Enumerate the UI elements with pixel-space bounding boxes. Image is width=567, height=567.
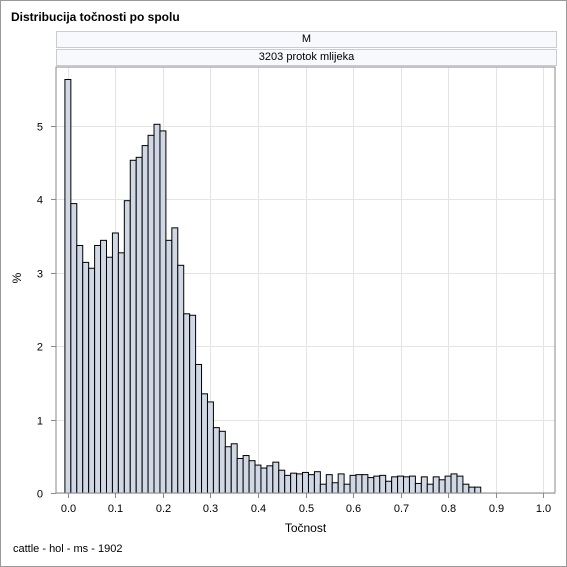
plot-area-border	[55, 66, 556, 494]
histogram-bar	[373, 475, 381, 494]
histogram-bar	[100, 239, 107, 494]
histogram-bar	[135, 156, 143, 494]
histogram-bar	[432, 476, 440, 494]
panel-group-label: M	[56, 31, 557, 48]
histogram-bar	[296, 473, 304, 494]
histogram-bar	[70, 203, 78, 494]
histogram-bar	[224, 446, 232, 494]
histogram-bar	[474, 486, 482, 494]
y-tick-label: 1	[37, 416, 43, 428]
histogram-bar	[82, 261, 90, 494]
histogram-bar	[450, 473, 458, 494]
axes-ticks: 0.0 0.1 0.2 0.3 0.4 0.5 0.6 0.7 0.8 0.9 1.0 0 1 2 3 4 5	[37, 122, 551, 516]
histogram-bar	[76, 244, 84, 494]
x-tick-label: 0.0	[61, 503, 76, 515]
histogram-bar	[325, 474, 333, 494]
histogram-bar	[218, 430, 226, 494]
histogram-bar	[117, 252, 125, 494]
histogram-bar	[64, 78, 72, 494]
histogram-bar	[367, 477, 375, 494]
histogram-bar	[272, 461, 280, 494]
histogram-bar	[307, 474, 315, 494]
histogram-bar	[313, 471, 321, 494]
histogram-bar	[403, 476, 410, 494]
y-tick-label: 5	[37, 122, 43, 134]
histogram-bar	[278, 469, 286, 494]
chart-title: Distribucija točnosti po spolu	[11, 10, 180, 24]
histogram-bar	[290, 472, 298, 494]
histogram-bar	[319, 483, 327, 494]
histogram-bar	[177, 264, 185, 494]
x-tick-label: 0.2	[156, 503, 171, 515]
histogram-bar	[266, 465, 274, 494]
histogram-bar	[456, 475, 464, 494]
x-tick-label: 0.9	[489, 503, 504, 515]
histogram-bar	[129, 159, 137, 494]
histogram-bar	[201, 393, 208, 494]
histogram-bar	[111, 232, 119, 494]
x-tick-label: 0.6	[346, 503, 361, 515]
x-tick-label: 1.0	[536, 503, 551, 515]
x-axis-label: Točnost	[285, 521, 327, 535]
histogram-bar	[159, 130, 167, 494]
panel-trait-label: 3203 protok mlijeka	[56, 49, 557, 66]
histogram-bar	[147, 134, 155, 494]
histogram-bar	[444, 475, 452, 494]
y-tick-label: 0	[37, 489, 43, 501]
x-tick-label: 0.8	[441, 503, 456, 515]
histogram-bar	[171, 227, 179, 494]
histogram-bar	[397, 475, 405, 494]
histogram-bar	[302, 471, 309, 494]
histogram-bar	[206, 401, 214, 494]
histogram-bar	[183, 313, 191, 494]
histogram-bar	[123, 200, 131, 494]
histogram-bar	[438, 479, 446, 494]
histogram-bar	[165, 239, 173, 494]
histogram-bar	[462, 483, 470, 494]
y-axis-label: %	[10, 272, 24, 283]
histogram-bar	[230, 443, 238, 494]
x-tick-label: 0.1	[108, 503, 123, 515]
histogram-bar	[254, 464, 262, 494]
histogram-bar	[284, 474, 292, 494]
histogram-bar	[141, 145, 149, 494]
histogram-bar	[343, 483, 351, 494]
histogram-bar	[355, 474, 363, 494]
histogram-bar	[153, 123, 161, 494]
histogram-bar	[236, 457, 244, 494]
histogram-bar	[468, 486, 476, 494]
histogram-bar	[248, 460, 256, 494]
histogram-bar	[189, 314, 197, 494]
histogram-bar	[105, 256, 113, 494]
histogram-bar	[408, 475, 416, 494]
y-tick-label: 4	[37, 195, 43, 207]
histogram-bar	[331, 482, 339, 494]
histogram-bar	[94, 244, 102, 494]
x-tick-label: 0.7	[394, 503, 409, 515]
histogram-bar	[414, 482, 422, 494]
histogram-bar	[420, 476, 428, 494]
histogram-bar	[361, 474, 369, 494]
footnote: cattle - hol - ms - 1902	[13, 543, 123, 555]
x-tick-label: 0.5	[299, 503, 314, 515]
histogram-bar	[242, 455, 250, 494]
histogram-bar	[260, 467, 268, 494]
histogram-bar	[212, 427, 220, 494]
x-tick-label: 0.4	[251, 503, 266, 515]
histogram-bar	[349, 474, 357, 494]
histogram-bar	[426, 483, 434, 494]
histogram-bar	[385, 480, 393, 494]
y-tick-label: 3	[37, 269, 43, 281]
x-tick-label: 0.3	[203, 503, 218, 515]
histogram-bars	[64, 78, 482, 494]
y-tick-label: 2	[37, 342, 43, 354]
histogram-bar	[391, 476, 399, 494]
histogram-bar	[195, 363, 203, 494]
histogram-bar	[88, 267, 96, 494]
histogram-bar	[337, 473, 345, 494]
histogram-bar	[379, 474, 387, 494]
